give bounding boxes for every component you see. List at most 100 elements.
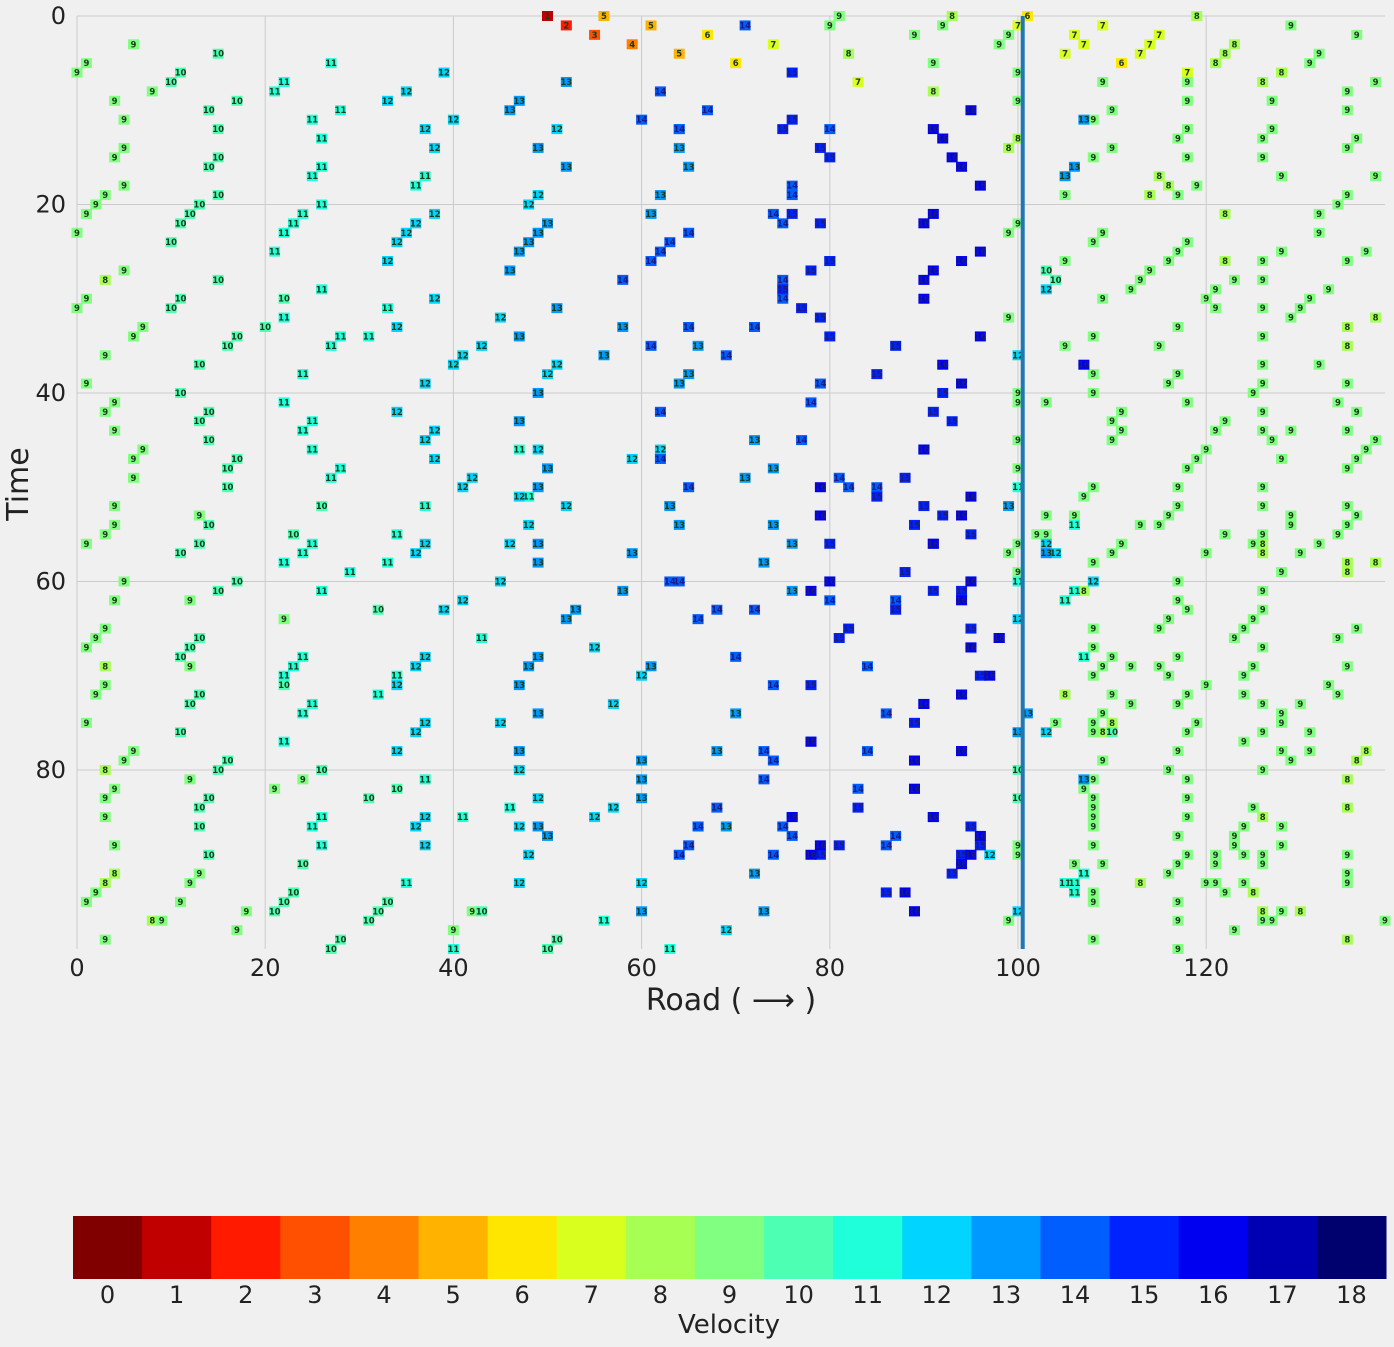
car-cell <box>673 48 685 59</box>
car-cell <box>419 435 431 446</box>
car-cell <box>382 557 394 568</box>
car-velocity-label: 10 <box>203 521 215 531</box>
car-cell <box>1087 774 1099 785</box>
car-velocity-label: 13 <box>1069 163 1081 173</box>
car-marker: 15 <box>918 501 930 512</box>
car-marker: 9 <box>1341 849 1353 861</box>
car-marker: 12 <box>419 651 431 663</box>
car-marker: 13 <box>560 614 572 625</box>
car-cell <box>843 48 855 59</box>
car-velocity-label: 9 <box>1090 389 1096 399</box>
car-marker: 14 <box>683 482 695 493</box>
car-marker: 10 <box>212 764 224 776</box>
car-marker: 9 <box>1341 425 1353 437</box>
car-marker: 9 <box>1257 849 1269 861</box>
car-marker: 10 <box>193 689 205 701</box>
car-velocity-label: 11 <box>664 945 676 955</box>
car-velocity-label: 9 <box>1213 879 1219 889</box>
car-marker: 11 <box>344 567 356 578</box>
car-marker: 10 <box>193 633 205 644</box>
car-cell <box>1228 830 1240 841</box>
car-cell <box>974 840 986 851</box>
car-velocity-label: 16 <box>909 785 921 795</box>
car-marker: 10 <box>372 906 384 917</box>
car-cell <box>1257 274 1269 285</box>
car-cell <box>118 142 130 153</box>
car-marker: 12 <box>429 425 441 437</box>
car-cell <box>946 868 958 879</box>
car-marker: 9 <box>1172 501 1184 512</box>
car-cell <box>1181 95 1193 106</box>
car-velocity-label: 10 <box>278 681 290 691</box>
car-marker: 9 <box>1332 397 1344 408</box>
car-velocity-label: 9 <box>112 596 118 606</box>
car-marker: 13 <box>626 548 638 559</box>
car-marker: 16 <box>814 840 826 851</box>
car-cell <box>1003 29 1015 40</box>
car-velocity-label: 8 <box>1344 342 1350 352</box>
car-cell <box>1257 585 1269 596</box>
car-velocity-label: 9 <box>1072 511 1078 521</box>
car-cell <box>391 237 403 248</box>
car-marker: 8 <box>1341 322 1353 333</box>
car-cell <box>278 557 290 568</box>
car-marker: 9 <box>1360 444 1372 456</box>
car-marker: 12 <box>1040 284 1052 295</box>
car-marker: 9 <box>1144 265 1156 276</box>
car-marker: 9 <box>1106 548 1118 559</box>
car-marker: 10 <box>184 642 196 653</box>
car-cell <box>532 482 544 493</box>
car-cell <box>523 849 535 860</box>
car-marker: 12 <box>523 199 535 210</box>
car-cell <box>654 190 666 201</box>
car-cell <box>664 944 676 954</box>
car-cell <box>1087 934 1099 945</box>
car-marker: 9 <box>1304 746 1316 757</box>
car-velocity-label: 5 <box>648 21 654 31</box>
car-cell <box>1012 840 1024 851</box>
car-marker: 16 <box>824 576 836 587</box>
car-cell <box>212 124 224 135</box>
car-velocity-label: 12 <box>419 125 431 135</box>
car-marker: 13 <box>730 708 742 719</box>
car-cell <box>1040 510 1052 521</box>
car-cell <box>626 548 638 559</box>
car-marker: 11 <box>278 670 290 682</box>
car-cell <box>1172 746 1184 757</box>
car-velocity-label: 14 <box>833 474 845 484</box>
car-marker: 8 <box>1341 802 1353 814</box>
car-velocity-label: 12 <box>447 116 459 126</box>
car-cell <box>410 661 422 672</box>
car-velocity-label: 9 <box>1090 898 1096 908</box>
car-marker: 10 <box>222 755 234 767</box>
car-marker: 12 <box>382 95 394 107</box>
car-marker: 9 <box>1332 529 1344 540</box>
car-velocity-label: 11 <box>513 446 525 456</box>
car-marker: 16 <box>956 746 968 757</box>
car-cell <box>231 331 243 342</box>
car-marker: 7 <box>1144 39 1156 50</box>
car-velocity-label: 9 <box>1090 332 1096 342</box>
car-marker: 9 <box>1257 406 1269 418</box>
car-marker: 9 <box>1228 840 1240 851</box>
car-velocity-label: 8 <box>1260 907 1266 917</box>
car-cell <box>1163 378 1175 389</box>
car-marker: 11 <box>1069 585 1080 597</box>
car-marker: 11 <box>1069 519 1080 531</box>
car-velocity-label: 11 <box>269 248 281 258</box>
car-cell <box>852 802 864 813</box>
car-marker: 9 <box>1097 76 1109 88</box>
car-marker: 14 <box>749 604 761 616</box>
car-cell <box>551 124 563 135</box>
car-velocity-label: 9 <box>1316 210 1322 220</box>
car-marker: 11 <box>382 303 394 314</box>
car-marker: 5 <box>598 11 610 22</box>
car-marker: 14 <box>767 680 779 691</box>
car-velocity-label: 16 <box>965 643 977 653</box>
car-marker: 14 <box>824 595 836 606</box>
car-cell <box>1181 604 1193 615</box>
car-cell <box>391 406 403 417</box>
car-velocity-label: 9 <box>1166 615 1172 625</box>
car-velocity-label: 12 <box>532 794 544 804</box>
car-marker: 9 <box>1200 878 1212 889</box>
